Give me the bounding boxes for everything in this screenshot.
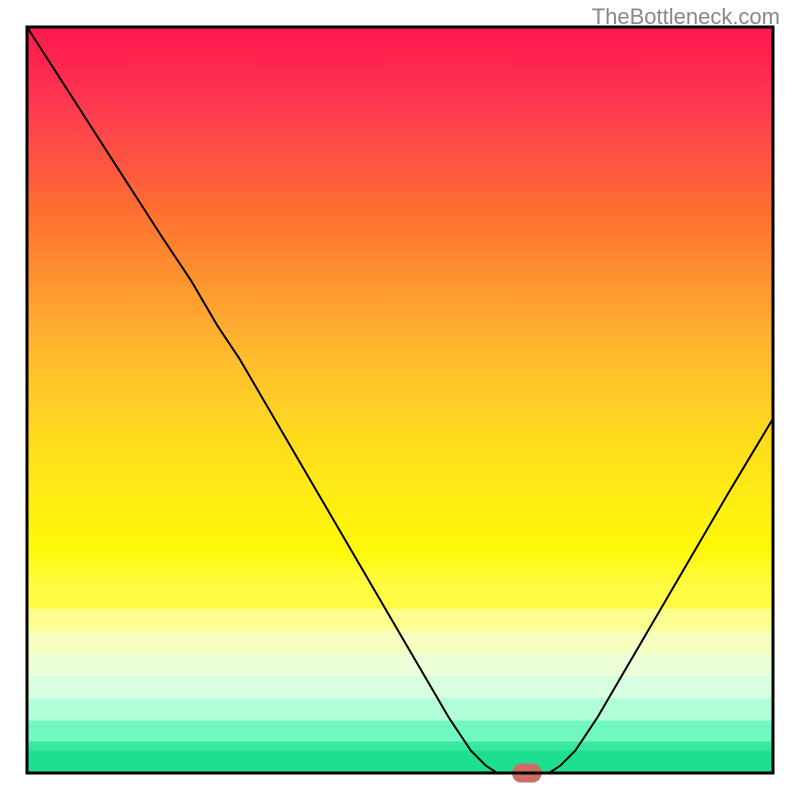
- band: [27, 676, 773, 698]
- band: [27, 698, 773, 720]
- chart-svg: [0, 0, 800, 800]
- band: [27, 742, 773, 751]
- band: [27, 751, 773, 773]
- bottleneck-chart: TheBottleneck.com: [0, 0, 800, 800]
- band: [27, 721, 773, 742]
- band: [27, 654, 773, 676]
- band: [27, 609, 773, 631]
- watermark-text: TheBottleneck.com: [592, 4, 780, 30]
- band: [27, 587, 773, 609]
